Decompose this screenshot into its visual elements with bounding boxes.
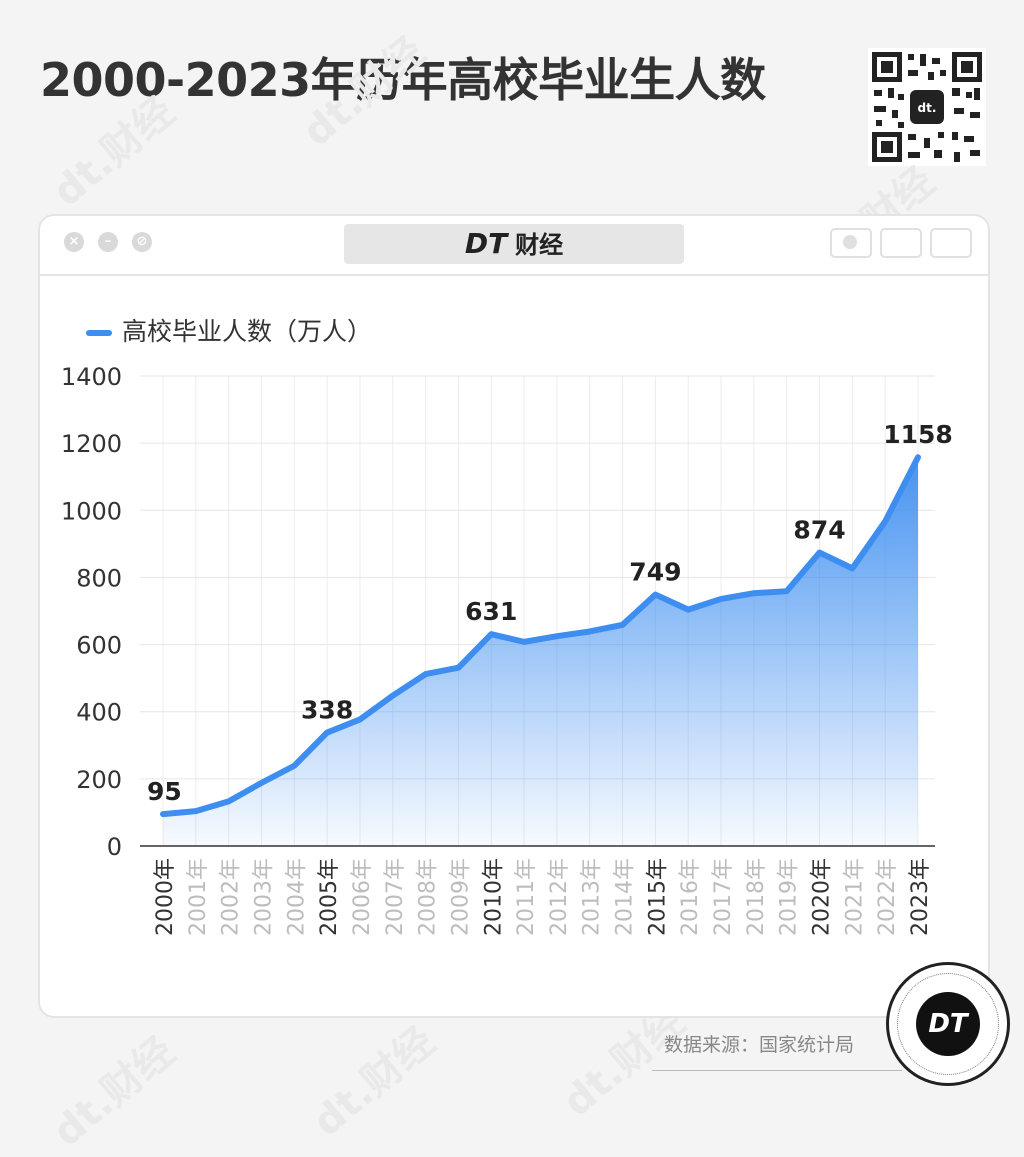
x-tick-label: 2017年	[711, 858, 736, 936]
x-tick-label: 2007年	[383, 858, 408, 936]
x-tick-label: 2015年	[645, 858, 670, 936]
data-label: 1158	[883, 420, 953, 449]
x-tick-label: 2002年	[219, 858, 244, 936]
y-tick-label: 800	[76, 564, 122, 592]
x-tick-label: 2021年	[842, 858, 867, 936]
x-tick-label: 2009年	[448, 858, 473, 936]
badge-logo: DT	[916, 992, 980, 1056]
x-tick-label: 2005年	[317, 858, 342, 936]
dt-badge: DT	[886, 962, 1010, 1086]
y-tick-label: 600	[76, 632, 122, 660]
y-tick-label: 0	[107, 833, 122, 861]
x-tick-label: 2003年	[251, 858, 276, 936]
x-tick-label: 2018年	[744, 858, 769, 936]
y-tick-label: 1400	[61, 363, 122, 391]
divider	[652, 1070, 902, 1071]
data-label: 631	[465, 597, 517, 626]
x-tick-label: 2019年	[777, 858, 802, 936]
y-tick-label: 200	[76, 766, 122, 794]
x-tick-label: 2004年	[284, 858, 309, 936]
y-tick-label: 1000	[61, 497, 122, 525]
data-source: 数据来源：国家统计局	[664, 1030, 854, 1057]
y-tick-label: 400	[76, 699, 122, 727]
x-tick-label: 2023年	[908, 858, 933, 936]
area-chart: 0 200 400 600 800 1000 1200 1400 95 338 631 749 874 1…	[0, 0, 1024, 1120]
x-tick-label: 2013年	[580, 858, 605, 936]
x-tick-label: 2001年	[186, 858, 211, 936]
data-label: 95	[147, 777, 182, 806]
x-tick-label: 2000年	[153, 858, 178, 936]
x-tick-label: 2006年	[350, 858, 375, 936]
x-tick-label: 2016年	[678, 858, 703, 936]
x-tick-label: 2010年	[481, 858, 506, 936]
x-tick-label: 2008年	[416, 858, 441, 936]
x-tick-label: 2012年	[547, 858, 572, 936]
x-tick-label: 2011年	[514, 858, 539, 936]
x-tick-label: 2014年	[613, 858, 638, 936]
data-label: 338	[301, 696, 353, 725]
data-label: 749	[629, 558, 681, 587]
y-tick-label: 1200	[61, 430, 122, 458]
x-tick-label: 2020年	[810, 858, 835, 936]
data-label: 874	[793, 516, 845, 545]
x-tick-label: 2022年	[875, 858, 900, 936]
